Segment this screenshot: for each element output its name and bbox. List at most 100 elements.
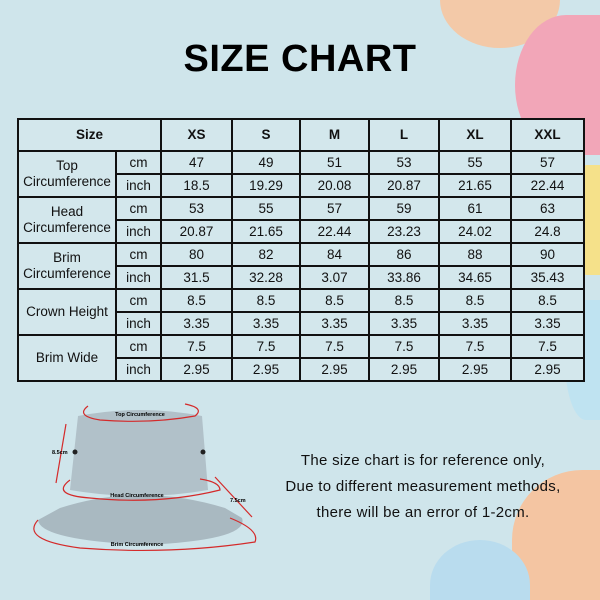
size-table: Size XS S M L XL XXL Top Circumference cm 47 49 51 5…	[16, 118, 586, 382]
wide-line	[214, 476, 253, 518]
value-cell: 8.5	[160, 288, 234, 313]
value-cell: 21.65	[231, 219, 302, 244]
value-cell: 3.07	[299, 265, 371, 290]
value-cell: 20.87	[160, 219, 234, 244]
table-row: inch 31.5 32.28 3.07 33.86 34.65 35.43	[18, 265, 586, 290]
diagram-head-label: Head Circumference	[110, 493, 164, 499]
hat-brim	[38, 495, 243, 545]
value-cell: 3.35	[299, 311, 371, 336]
measurement-label: Top Circumference	[17, 150, 117, 198]
unit-cell: inch	[114, 311, 163, 336]
size-column-header: XS	[160, 118, 234, 152]
value-cell: 3.35	[231, 311, 302, 336]
value-cell: 19.29	[231, 173, 302, 198]
value-cell: 3.35	[160, 311, 234, 336]
value-cell: 86	[368, 242, 441, 267]
head-arrow	[62, 478, 221, 501]
measurement-label: Brim Wide	[17, 334, 117, 382]
value-cell: 80	[160, 242, 234, 267]
value-cell: 18.5	[160, 173, 234, 198]
value-cell: 53	[368, 150, 441, 175]
eyelet-icon	[72, 449, 78, 455]
value-cell: 61	[438, 196, 513, 221]
value-cell: 7.5	[438, 334, 513, 359]
value-cell: 2.95	[299, 357, 371, 382]
value-cell: 3.35	[368, 311, 441, 336]
value-cell: 8.5	[438, 288, 513, 313]
hat-crown	[70, 410, 208, 496]
value-cell: 7.5	[299, 334, 371, 359]
size-column-header: S	[231, 118, 302, 152]
unit-cell: inch	[114, 357, 163, 382]
table-row: Brim Wide cm 7.5 7.5 7.5 7.5 7.5 7.5	[17, 334, 586, 382]
unit-cell: cm	[114, 334, 163, 359]
value-cell: 8.5	[299, 288, 371, 313]
note-line: Due to different measurement methods,	[285, 478, 561, 495]
measurement-label: Crown Height	[17, 288, 117, 336]
value-cell: 2.95	[368, 357, 441, 382]
note-line: The size chart is for reference only,	[300, 452, 546, 469]
value-cell: 55	[438, 150, 513, 175]
value-cell: 82	[231, 242, 302, 267]
value-cell: 24.8	[510, 219, 586, 244]
table-row: Brim Circumference cm 80 82 84 86 88 90	[17, 242, 586, 290]
eyelet-icon	[200, 449, 206, 455]
note-line: there will be an error of 1-2cm.	[316, 504, 530, 521]
value-cell: 88	[438, 242, 513, 267]
table-row: Head Circumference cm 53 55 57 59 61 63	[17, 196, 586, 244]
table-header-row: Size XS S M L XL XXL	[16, 118, 586, 152]
value-cell: 84	[299, 242, 371, 267]
diagram-wide-label: 7.5cm	[230, 498, 246, 504]
unit-cell: inch	[114, 265, 163, 290]
value-cell: 57	[510, 150, 586, 175]
value-cell: 90	[510, 242, 586, 267]
value-cell: 33.86	[368, 265, 441, 290]
diagram-height-label: 8.5cm	[52, 450, 68, 456]
value-cell: 8.5	[510, 288, 586, 313]
reference-note: The size chart is for reference only, Du…	[268, 448, 578, 526]
diagram-top-label: Top Circumference	[115, 412, 165, 418]
value-cell: 49	[231, 150, 302, 175]
unit-cell: cm	[114, 150, 163, 175]
table-row: inch 20.87 21.65 22.44 23.23 24.02 24.8	[18, 219, 586, 244]
unit-cell: cm	[114, 196, 163, 221]
value-cell: 2.95	[231, 357, 302, 382]
value-cell: 59	[368, 196, 441, 221]
table-row: inch 3.35 3.35 3.35 3.35 3.35 3.35	[18, 311, 586, 336]
value-cell: 2.95	[438, 357, 513, 382]
value-cell: 20.08	[299, 173, 371, 198]
value-cell: 3.35	[510, 311, 586, 336]
value-cell: 8.5	[231, 288, 302, 313]
size-column-header: XL	[438, 118, 513, 152]
value-cell: 22.44	[510, 173, 586, 198]
hat-diagram: Top Circumference Head Circumference Bri…	[33, 403, 257, 552]
value-cell: 32.28	[231, 265, 302, 290]
value-cell: 31.5	[160, 265, 234, 290]
table-row: inch 2.95 2.95 2.95 2.95 2.95 2.95	[18, 357, 586, 382]
brim-arrow	[33, 517, 257, 552]
unit-cell: inch	[114, 219, 163, 244]
value-cell: 2.95	[160, 357, 234, 382]
value-cell: 63	[510, 196, 586, 221]
table-row: Crown Height cm 8.5 8.5 8.5 8.5 8.5 8.5	[17, 288, 586, 336]
unit-cell: cm	[114, 288, 163, 313]
value-cell: 55	[231, 196, 302, 221]
size-column-header: L	[368, 118, 441, 152]
value-cell: 20.87	[368, 173, 441, 198]
size-column-header: XXL	[510, 118, 586, 152]
value-cell: 22.44	[299, 219, 371, 244]
value-cell: 53	[160, 196, 234, 221]
size-header-cell: Size	[16, 118, 163, 152]
table-row: inch 18.5 19.29 20.08 20.87 21.65 22.44	[18, 173, 586, 198]
value-cell: 2.95	[510, 357, 586, 382]
value-cell: 8.5	[368, 288, 441, 313]
value-cell: 47	[160, 150, 234, 175]
value-cell: 7.5	[231, 334, 302, 359]
size-column-header: M	[299, 118, 371, 152]
unit-cell: inch	[114, 173, 163, 198]
value-cell: 23.23	[368, 219, 441, 244]
table-row: Top Circumference cm 47 49 51 53 55 57	[17, 150, 586, 198]
diagram-brim-label: Brim Circumference	[111, 542, 164, 548]
value-cell: 7.5	[368, 334, 441, 359]
value-cell: 7.5	[160, 334, 234, 359]
